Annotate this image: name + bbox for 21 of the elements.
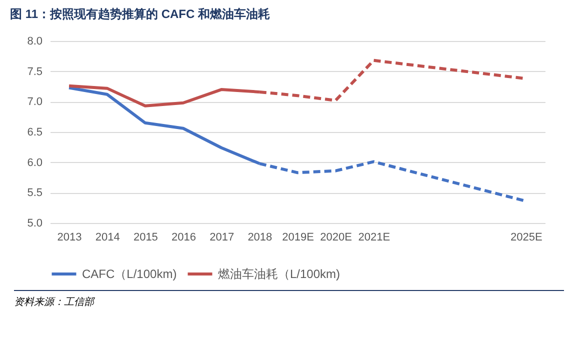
legend-label: CAFC（L/100km) xyxy=(82,267,177,281)
x-tick-label: 2020E xyxy=(320,232,352,244)
y-tick-label: 8.0 xyxy=(27,36,42,48)
y-tick-label: 5.5 xyxy=(27,187,42,200)
legend-label: 燃油车油耗（L/100km) xyxy=(218,267,340,281)
x-tick-label: 2016 xyxy=(172,232,196,244)
text: 资料来源：工信部 xyxy=(14,296,96,309)
chart-title: 图 11：按照现有趋势推算的 CAFC 和燃油车油耗 xyxy=(10,7,270,21)
y-tick-label: 6.0 xyxy=(27,156,42,169)
x-tick-label: 2025E xyxy=(510,232,542,244)
x-tick-label: 2013 xyxy=(57,232,82,244)
x-tick-label: 2021E xyxy=(358,232,390,244)
x-tick-label: 2017 xyxy=(210,232,234,244)
x-tick-label: 2014 xyxy=(95,232,120,244)
x-tick-label: 2019E xyxy=(282,232,314,244)
x-tick-label: 2018 xyxy=(248,232,272,244)
x-tick-label: 2015 xyxy=(133,232,158,244)
y-tick-label: 7.0 xyxy=(27,96,42,108)
y-tick-label: 7.5 xyxy=(27,66,42,78)
y-tick-label: 5.0 xyxy=(27,218,42,230)
y-tick-label: 6.5 xyxy=(27,126,42,138)
